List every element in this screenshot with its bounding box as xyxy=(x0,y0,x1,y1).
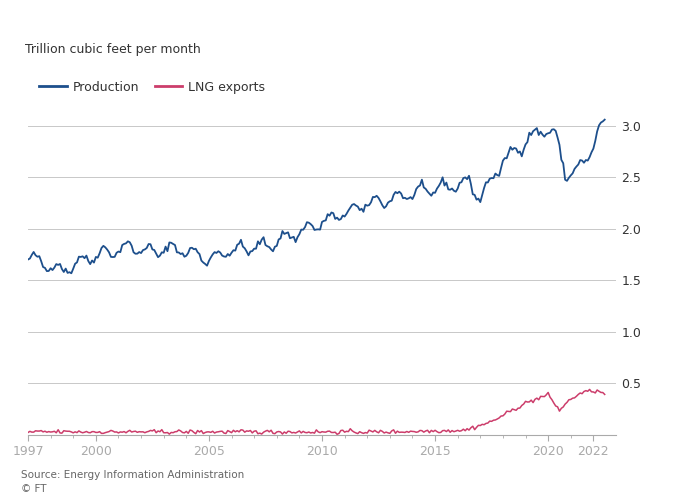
Text: Trillion cubic feet per month: Trillion cubic feet per month xyxy=(25,44,201,57)
Text: © FT: © FT xyxy=(21,484,46,494)
Legend: Production, LNG exports: Production, LNG exports xyxy=(34,76,270,99)
Text: Source: Energy Information Administration: Source: Energy Information Administratio… xyxy=(21,470,244,480)
